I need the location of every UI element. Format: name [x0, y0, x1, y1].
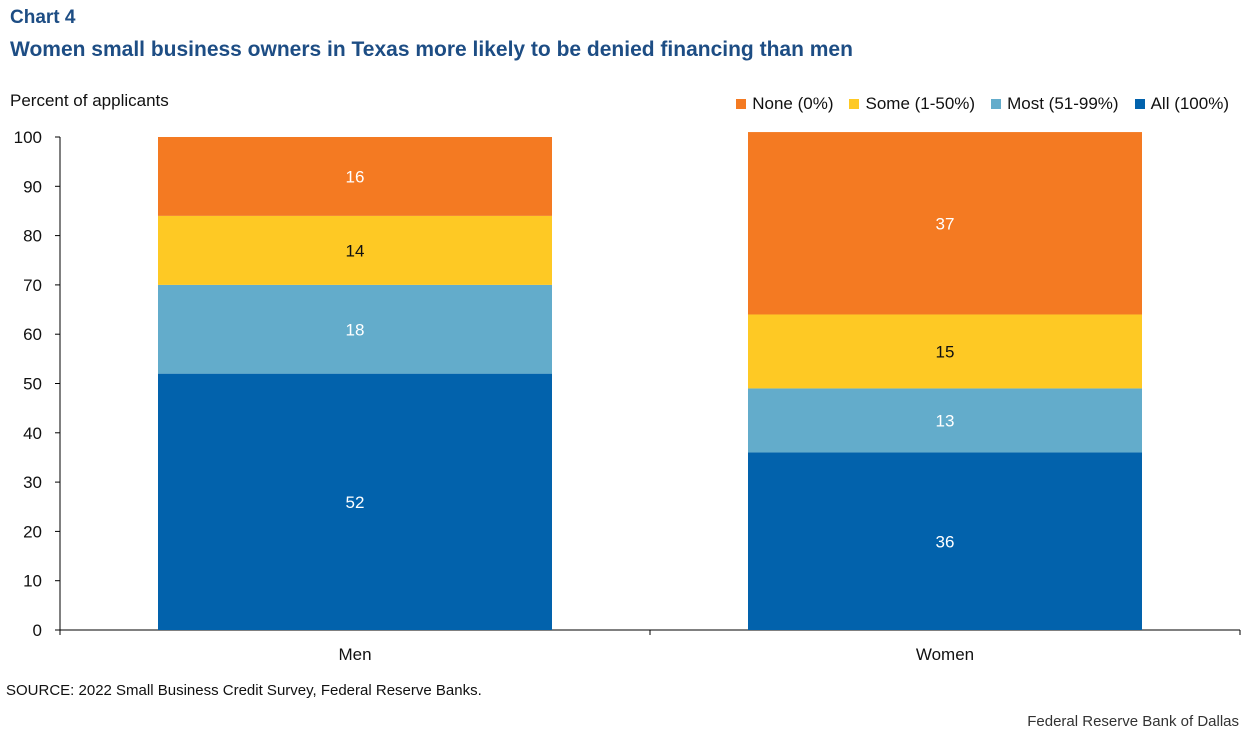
y-tick-label: 80: [23, 227, 42, 246]
y-tick-label: 90: [23, 177, 42, 196]
chart-title: Women small business owners in Texas mor…: [10, 38, 853, 61]
x-tick-label: Men: [338, 645, 371, 664]
data-label: 15: [936, 342, 955, 361]
legend-label: All (100%): [1150, 94, 1229, 113]
data-label: 37: [936, 214, 955, 233]
y-tick-label: 70: [23, 276, 42, 295]
bar-segment: [748, 132, 1142, 315]
legend-item: None (0%): [736, 94, 833, 114]
y-axis-label: Percent of applicants: [10, 91, 169, 110]
legend-swatch: [991, 99, 1002, 109]
y-tick-label: 30: [23, 473, 42, 492]
y-tick-label: 20: [23, 522, 42, 541]
data-label: 13: [936, 411, 955, 430]
legend-swatch: [1134, 99, 1145, 109]
legend-item: All (100%): [1134, 94, 1229, 114]
y-tick-label: 100: [14, 128, 42, 147]
data-label: 52: [346, 493, 365, 512]
legend-swatch: [736, 99, 747, 109]
x-tick-label: Women: [916, 645, 974, 664]
y-tick-label: 40: [23, 424, 42, 443]
legend-label: Some (1-50%): [865, 94, 976, 113]
y-tick-label: 10: [23, 572, 42, 591]
y-tick-label: 50: [23, 375, 42, 394]
source-note: SOURCE: 2022 Small Business Credit Surve…: [6, 682, 482, 699]
data-label: 36: [936, 532, 955, 551]
bar-segment: [158, 284, 552, 374]
credit-line: Federal Reserve Bank of Dallas: [1027, 713, 1239, 730]
legend: None (0%) Some (1-50%) Most (51-99%) All (1…: [736, 94, 1229, 114]
bar-segment: [748, 388, 1142, 453]
bar-segment: [748, 314, 1142, 389]
bar-segment: [158, 215, 552, 285]
y-tick-label: 60: [23, 325, 42, 344]
data-label: 16: [346, 167, 365, 186]
legend-item: Some (1-50%): [849, 94, 975, 114]
bar-segment: [748, 452, 1142, 630]
legend-swatch: [849, 99, 860, 109]
legend-label: None (0%): [752, 94, 834, 113]
y-tick-label: 0: [33, 621, 42, 640]
legend-item: Most (51-99%): [991, 94, 1119, 114]
bar-segment: [158, 137, 552, 216]
chart-number: Chart 4: [10, 7, 76, 28]
data-label: 18: [346, 320, 365, 339]
data-label: 14: [346, 241, 365, 260]
legend-label: Most (51-99%): [1007, 94, 1119, 113]
bar-segment: [158, 373, 552, 630]
